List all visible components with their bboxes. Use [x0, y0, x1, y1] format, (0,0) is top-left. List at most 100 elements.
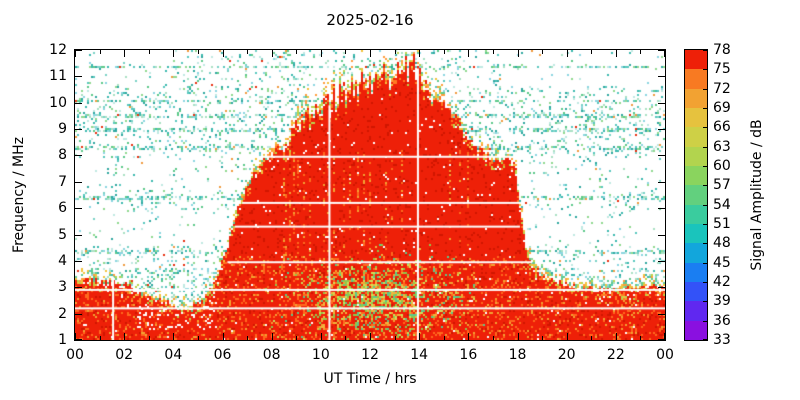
colorbar-band [685, 223, 707, 244]
x-tick-mark [173, 50, 175, 57]
colorbar-tick-mark [703, 224, 707, 225]
x-minor-tick-mark [591, 336, 593, 340]
colorbar-tick-mark [703, 282, 707, 283]
x-tick-mark [566, 333, 568, 340]
x-minor-tick-mark [640, 336, 642, 340]
x-minor-tick-mark [542, 50, 544, 54]
y-tick-mark [658, 260, 665, 262]
x-minor-tick-mark [443, 336, 445, 340]
colorbar-tick-label: 45 [713, 254, 731, 271]
y-tick-mark [658, 208, 665, 210]
x-minor-tick-mark [492, 50, 494, 54]
y-tick-label: 5 [58, 226, 67, 243]
y-tick-mark [75, 102, 82, 104]
x-tick-mark [124, 50, 126, 57]
x-minor-tick-mark [345, 50, 347, 54]
x-tick-mark [615, 50, 617, 57]
colorbar-tick-mark [703, 127, 707, 129]
x-minor-tick-mark [148, 336, 150, 340]
x-tick-mark [370, 333, 371, 340]
x-minor-tick-mark [394, 336, 396, 340]
colorbar-tick-label: 42 [713, 274, 731, 290]
x-tick-mark [124, 333, 126, 340]
colorbar-tick-mark [703, 185, 707, 187]
x-tick-mark [419, 333, 421, 340]
spectrogram-canvas [75, 50, 665, 340]
colorbar-tick-label: 60 [713, 158, 731, 174]
colorbar-band [685, 281, 707, 302]
x-axis-label: UT Time / hrs [323, 371, 417, 387]
x-tick-mark [566, 50, 568, 57]
x-tick-mark [75, 333, 76, 340]
x-tick-mark [271, 50, 273, 57]
y-tick-label: 11 [49, 68, 67, 85]
x-minor-tick-mark [345, 336, 347, 340]
colorbar-tick-label: 69 [713, 100, 731, 116]
colorbar-tick-mark [703, 339, 707, 340]
y-tick-label: 6 [58, 200, 67, 217]
colorbar-tick-label: 57 [713, 177, 731, 194]
colorbar-tick-label: 36 [713, 312, 731, 329]
x-minor-tick-mark [492, 336, 494, 340]
y-tick-mark [75, 155, 82, 157]
colorbar-tick-label: 39 [713, 293, 731, 310]
x-minor-tick-mark [443, 50, 445, 54]
colorbar-band [685, 50, 707, 70]
x-tick-mark [517, 333, 519, 340]
y-tick-label: 1 [58, 332, 67, 348]
x-tick-label: 12 [361, 347, 379, 363]
y-tick-label: 9 [58, 121, 67, 138]
colorbar-tick-label: 48 [713, 235, 731, 252]
colorbar-tick-label: 51 [713, 216, 731, 232]
y-tick-label: 4 [58, 252, 67, 269]
colorbar-tick-mark [703, 243, 707, 245]
x-minor-tick-mark [148, 50, 150, 54]
colorbar-band [685, 127, 707, 147]
y-tick-mark [658, 287, 665, 289]
chart-title: 2025-02-16 [326, 11, 414, 29]
x-minor-tick-mark [296, 336, 298, 340]
colorbar-band [685, 243, 707, 263]
colorbar-tick-mark [703, 204, 707, 206]
y-tick-mark [658, 102, 665, 104]
y-tick-mark [658, 50, 665, 51]
y-tick-mark [75, 287, 82, 289]
x-minor-tick-mark [591, 50, 593, 54]
y-tick-mark [75, 313, 82, 315]
y-tick-mark [75, 339, 82, 340]
y-tick-label: 2 [58, 305, 67, 322]
colorbar-tick-mark [703, 262, 707, 264]
x-tick-mark [370, 50, 371, 57]
colorbar-label: Signal Amplitude / dB [749, 119, 765, 271]
y-tick-label: 3 [58, 279, 67, 296]
x-tick-label: 02 [115, 347, 134, 363]
plot-area [74, 49, 666, 341]
y-tick-label: 12 [49, 42, 67, 58]
x-tick-mark [615, 333, 617, 340]
x-tick-mark [75, 50, 76, 57]
y-tick-mark [75, 129, 82, 131]
y-tick-mark [658, 129, 665, 131]
x-tick-label: 18 [508, 347, 527, 363]
x-minor-tick-mark [247, 336, 249, 340]
x-tick-mark [222, 50, 224, 57]
x-tick-label: 08 [262, 347, 281, 363]
x-tick-mark [664, 333, 665, 340]
x-minor-tick-mark [99, 336, 101, 340]
y-tick-mark [75, 181, 82, 183]
x-tick-mark [419, 50, 421, 57]
colorbar-tick-mark [703, 166, 707, 167]
x-tick-mark [320, 50, 322, 57]
x-tick-label: 00 [66, 347, 84, 363]
y-tick-label: 10 [49, 94, 67, 111]
y-tick-mark [658, 155, 665, 157]
x-minor-tick-mark [296, 50, 298, 54]
colorbar-band [685, 146, 707, 166]
x-tick-label: 04 [164, 347, 183, 363]
colorbar-band [685, 165, 707, 186]
y-tick-mark [658, 234, 665, 236]
colorbar-band [685, 204, 707, 224]
y-tick-mark [658, 339, 665, 340]
x-minor-tick-mark [99, 50, 101, 54]
